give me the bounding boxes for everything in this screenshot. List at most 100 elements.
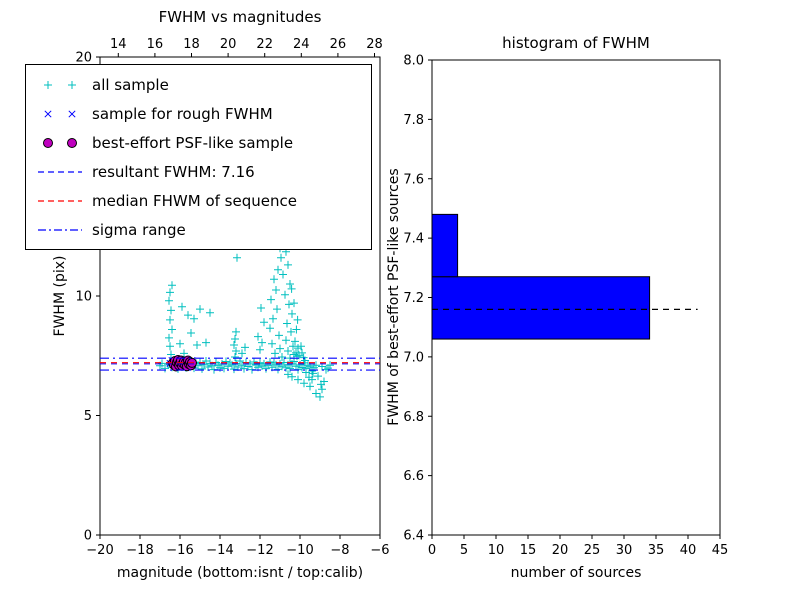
data-point-plus: [266, 357, 274, 366]
data-point-plus: [287, 327, 295, 336]
tick-label: 5: [460, 543, 468, 558]
legend-label-median-fwhm: median FHWM of sequence: [92, 191, 297, 210]
data-point-plus: [165, 333, 173, 342]
legend-label-all-sample: all sample: [92, 75, 169, 94]
tick-label: 5: [84, 409, 92, 424]
data-point-plus: [198, 364, 206, 373]
data-point-plus: [166, 342, 174, 351]
data-point-plus: [238, 349, 246, 358]
tick-label: 7.2: [403, 291, 424, 306]
data-point-plus: [292, 362, 300, 371]
blue-cross-marker-icon: [44, 109, 76, 118]
data-point-plus: [167, 350, 175, 359]
data-point-plus: [288, 309, 296, 318]
tick-label: 0: [428, 543, 436, 558]
data-point-plus: [206, 308, 214, 317]
data-point-plus: [269, 314, 277, 323]
data-point-plus: [233, 253, 241, 262]
left-plot-xlabel: magnitude (bottom:isnt / top:calib): [116, 565, 364, 581]
data-point-plus: [326, 361, 334, 370]
data-point-plus: [306, 382, 314, 391]
data-point-plus: [291, 337, 299, 346]
histogram-bar: [431, 276, 651, 340]
data-point-plus: [286, 364, 294, 373]
tick-label: −18: [126, 543, 153, 558]
data-point-plus: [180, 349, 188, 358]
legend-item-psf-sample: best-effort PSF-like sample: [26, 128, 371, 157]
tick-label: 10: [488, 543, 505, 558]
tick-label: 20: [220, 37, 237, 52]
legend-item-all-sample: all sample: [26, 70, 371, 99]
tick-label: 20: [552, 543, 569, 558]
data-point-plus: [262, 364, 270, 373]
legend-label-psf-sample: best-effort PSF-like sample: [92, 133, 294, 152]
data-point-plus: [298, 363, 306, 372]
data-point-plus: [283, 319, 291, 328]
data-point-plus: [305, 373, 313, 382]
data-point-plus: [278, 352, 286, 361]
data-point-plus: [318, 385, 326, 394]
data-point-plus: [281, 290, 289, 299]
data-point-plus: [292, 325, 301, 334]
tick-label: 40: [680, 543, 697, 558]
data-point-plus: [187, 329, 195, 338]
data-point-plus: [274, 265, 282, 274]
tick-label: −12: [246, 543, 273, 558]
data-point-plus: [289, 342, 297, 351]
tick-label: 25: [584, 543, 601, 558]
data-point-plus: [260, 318, 268, 327]
data-point-plus: [284, 260, 292, 269]
data-point-plus: [284, 370, 292, 379]
legend-label-resultant-fwhm: resultant FWHM: 7.16: [92, 162, 255, 181]
left-plot-title: FWHM vs magnitudes: [158, 8, 322, 26]
data-point-plus: [276, 344, 284, 353]
tick-label: 6.8: [403, 410, 424, 425]
data-point-plus: [271, 349, 279, 358]
magenta-circle-marker-icon: [43, 137, 77, 148]
data-point-plus: [304, 361, 312, 370]
legend-item-sigma-range: sigma range: [26, 215, 371, 244]
data-point-plus: [240, 364, 248, 373]
tick-label: 8.0: [403, 54, 424, 69]
tick-label: 7.8: [403, 113, 424, 128]
data-point-plus: [257, 303, 265, 312]
data-point-plus: [220, 364, 228, 373]
tick-label: 28: [366, 37, 383, 52]
data-point-plus: [266, 324, 274, 333]
blue-dashdot-line-icon: [38, 228, 82, 231]
tick-label: 0: [84, 529, 92, 544]
right-plot-title: histogram of FWHM: [502, 34, 650, 52]
data-point-plus: [165, 296, 173, 305]
tick-label: −6: [370, 543, 389, 558]
tick-label: 16: [147, 37, 164, 52]
data-point-plus: [282, 336, 290, 345]
tick-label: 35: [648, 543, 665, 558]
data-point-plus: [290, 299, 298, 308]
data-point-plus: [293, 352, 301, 361]
data-point-plus: [273, 305, 281, 314]
data-point-plus: [314, 372, 322, 381]
data-point-plus: [190, 314, 198, 323]
tick-label: −16: [166, 543, 193, 558]
data-point-plus: [284, 346, 292, 355]
tick-label: 24: [293, 37, 310, 52]
data-point-plus: [309, 369, 317, 378]
data-point-plus: [254, 332, 262, 341]
data-point-plus: [232, 327, 240, 336]
legend-item-median-fwhm: median FHWM of sequence: [26, 186, 371, 215]
data-point-plus: [300, 379, 308, 388]
legend-item-resultant-fwhm: resultant FWHM: 7.16: [26, 157, 371, 186]
data-point-plus: [316, 392, 324, 401]
tick-label: 22: [256, 37, 273, 52]
left-plot-ylabel: FWHM (pix): [52, 255, 68, 337]
data-point-plus: [312, 389, 320, 398]
tick-label: 10: [75, 290, 92, 305]
tick-label: −10: [286, 543, 313, 558]
blue-dashed-line-icon: [38, 170, 82, 173]
data-point-plus: [224, 362, 232, 371]
tick-label: 45: [712, 543, 729, 558]
data-point-plus: [302, 368, 310, 377]
data-point-plus: [285, 300, 293, 309]
legend-item-rough-fwhm: sample for rough FWHM: [26, 99, 371, 128]
data-point-plus: [230, 365, 238, 374]
